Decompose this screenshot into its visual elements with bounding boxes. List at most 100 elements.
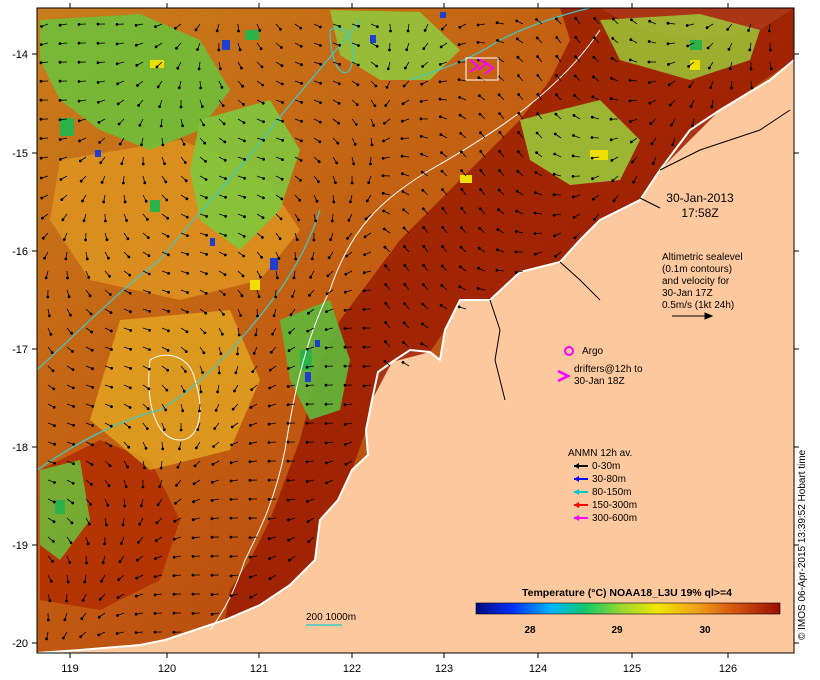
velocity-arrow-head: [172, 611, 176, 615]
velocity-arrow-head: [197, 67, 201, 71]
velocity-arrow-head: [262, 138, 266, 142]
velocity-arrow-head: [297, 218, 301, 222]
velocity-arrow-head: [229, 535, 233, 539]
velocity-arrow-head: [356, 63, 360, 67]
velocity-arrow-head: [749, 67, 753, 71]
velocity-arrow-head: [146, 407, 150, 411]
velocity-arrow-head: [82, 219, 86, 223]
velocity-arrow-head: [91, 424, 94, 427]
velocity-arrow-head: [51, 369, 55, 373]
velocity-arrow-head: [364, 217, 368, 221]
velocity-arrow-head: [177, 447, 181, 451]
velocity-arrow-head: [191, 612, 195, 615]
velocity-arrow-head: [592, 75, 595, 79]
velocity-arrow-head: [267, 537, 271, 540]
velocity-arrow-head: [217, 48, 221, 52]
velocity-arrow-head: [479, 149, 483, 153]
velocity-arrow-head: [325, 481, 329, 485]
velocity-arrow-head: [458, 25, 462, 29]
velocity-arrow-head: [628, 58, 632, 62]
velocity-arrow-head: [309, 275, 313, 279]
cool-patch-3: [280, 300, 350, 420]
svg-text:119: 119: [61, 663, 79, 675]
map-border: [36, 7, 795, 654]
velocity-arrow-head: [83, 580, 87, 584]
velocity-arrow-head: [39, 79, 43, 83]
velocity-arrow-head: [70, 521, 74, 525]
velocity-arrow-head: [318, 25, 322, 29]
velocity-arrow-head: [267, 459, 271, 463]
velocity-arrow-head: [535, 18, 538, 21]
velocity-arrow-head: [102, 200, 106, 204]
velocity-arrow-head: [286, 385, 290, 388]
velocity-arrow-head: [609, 97, 613, 101]
velocity-arrow-head: [401, 190, 405, 193]
velocity-arrow-head: [49, 332, 53, 336]
velocity-arrow-head: [306, 329, 310, 333]
svg-text:120: 120: [158, 663, 176, 675]
velocity-arrow-head: [58, 118, 62, 122]
velocity-arrow-head: [185, 330, 189, 334]
velocity-arrow-head: [517, 93, 521, 96]
velocity-arrow-head: [555, 93, 558, 97]
velocity-arrow-head: [262, 177, 266, 180]
velocity-arrow-head: [305, 365, 309, 369]
velocity-arrow-head: [69, 541, 73, 545]
velocity-arrow-head: [710, 105, 714, 109]
y-axis-right: [794, 53, 799, 644]
velocity-arrow-head: [110, 366, 113, 370]
velocity-arrow-head: [237, 29, 240, 33]
velocity-arrow-head: [305, 460, 309, 464]
velocity-arrow-head: [166, 368, 170, 372]
velocity-arrow-head: [650, 142, 654, 146]
velocity-arrow-head: [186, 271, 190, 275]
velocity-arrow-head: [109, 444, 113, 448]
velocity-arrow-head: [241, 84, 245, 88]
velocity-arrow-head: [183, 161, 187, 164]
velocity-arrow-head: [126, 237, 130, 241]
velocity-arrow-head: [406, 29, 410, 33]
velocity-arrow-head: [478, 112, 482, 116]
velocity-arrow-head: [229, 497, 233, 501]
velocity-arrow-head: [100, 180, 104, 184]
velocity-arrow-head: [155, 521, 159, 525]
svg-text:126: 126: [719, 663, 737, 675]
velocity-arrow-head: [305, 347, 309, 351]
velocity-arrow-head: [286, 479, 290, 482]
velocity-arrow-head: [63, 618, 67, 622]
velocity-arrow-head: [460, 206, 464, 210]
cold-specks: [95, 12, 446, 382]
velocity-arrow-head: [69, 313, 72, 317]
velocity-arrow-head: [204, 178, 208, 181]
velocity-arrow-head: [96, 22, 100, 26]
velocity-arrow-head: [315, 199, 319, 203]
velocity-arrow-head: [48, 599, 52, 603]
velocity-arrow-head: [52, 387, 56, 391]
velocity-arrow-head: [71, 481, 75, 485]
velocity-arrow-head: [240, 294, 244, 298]
velocity-arrow-head: [267, 497, 271, 501]
velocity-arrow-head: [192, 500, 196, 504]
velocity-arrow-head: [262, 157, 266, 161]
velocity-arrow-head: [166, 253, 170, 257]
velocity-arrow-head: [477, 266, 481, 270]
velocity-arrow-head: [441, 206, 445, 210]
velocity-arrow-head: [517, 131, 521, 134]
velocity-arrow-head: [97, 121, 101, 124]
velocity-arrow-head: [166, 216, 170, 220]
velocity-arrow-head: [363, 235, 367, 239]
velocity-arrow-head: [671, 143, 675, 147]
timestamp-pointer: [639, 197, 661, 209]
velocity-arrow-head: [421, 283, 425, 287]
velocity-arrow-head: [237, 333, 241, 337]
velocity-arrow-head: [124, 485, 128, 489]
velocity-arrow-head: [77, 41, 81, 45]
velocity-arrow-head: [300, 63, 303, 67]
velocity-arrow-head: [300, 120, 304, 123]
velocity-arrow-head: [628, 99, 632, 103]
velocity-arrow-head: [292, 276, 296, 280]
velocity-arrow-head: [281, 101, 284, 104]
velocity-arrow-head: [128, 291, 132, 295]
velocity-arrow-head: [479, 168, 483, 172]
velocity-arrow-head: [243, 157, 247, 161]
